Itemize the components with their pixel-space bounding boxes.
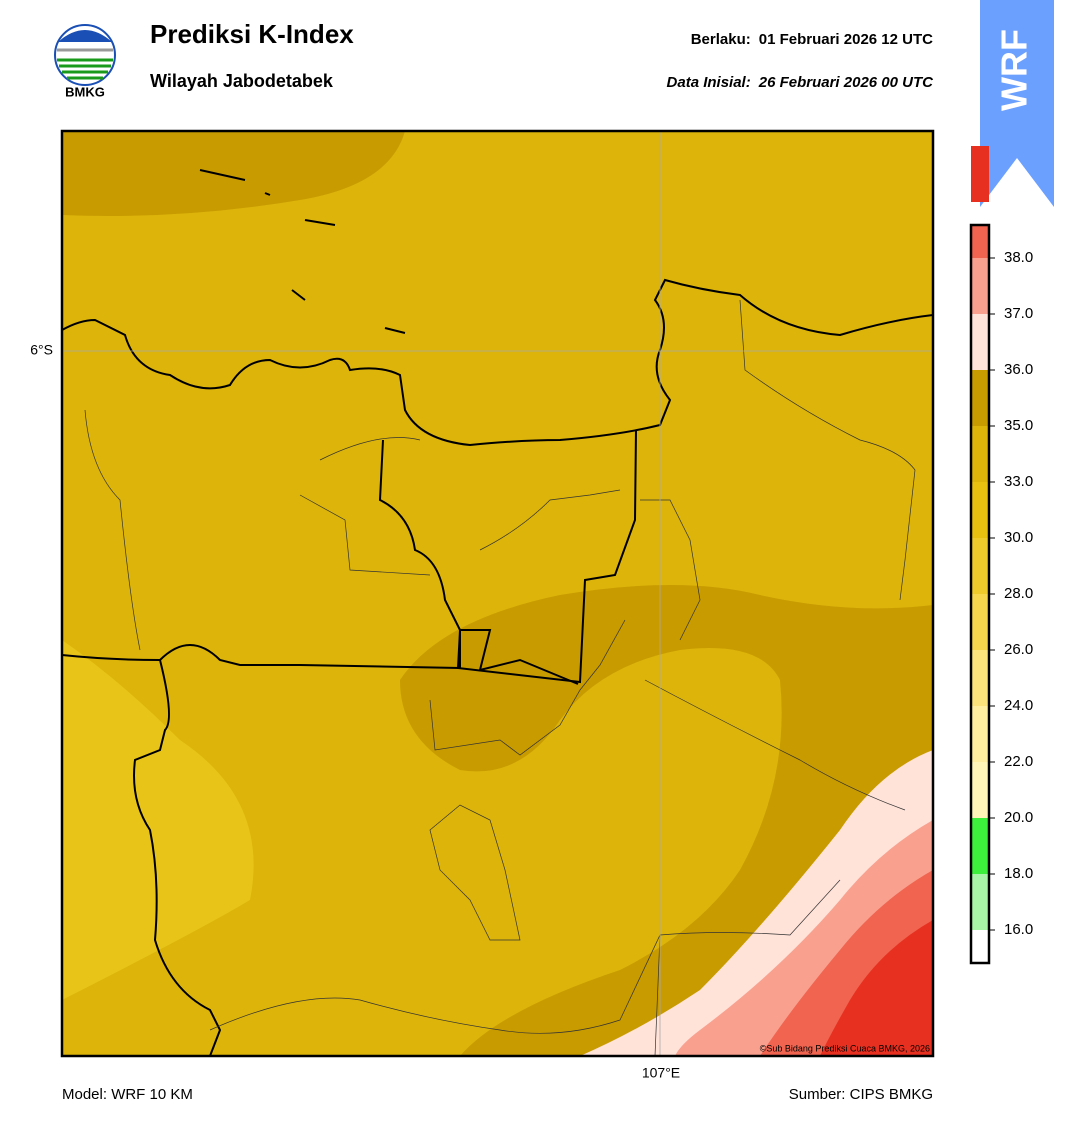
colorbar-tick-label: 24.0 [1004,697,1033,714]
colorbar-tick-label: 26.0 [1004,641,1033,658]
colorbar-segment [971,650,989,706]
badge-text: WRF [994,29,1035,111]
colorbar-segment [971,426,989,482]
init-time: 26 Februari 2026 00 UTC [758,74,934,91]
colorbar-segment [971,538,989,594]
colorbar-tick-label: 16.0 [1004,921,1033,938]
colorbar-segment [971,258,989,314]
logo: BMKG [54,24,116,99]
map-frame [60,129,935,1058]
colorbar-tick-label: 36.0 [1004,361,1033,378]
colorbar-tick-label: 33.0 [1004,473,1033,490]
colorbar-tick-label: 18.0 [1004,865,1033,882]
init-info: Data Inisial: 26 Februari 2026 00 UTC [667,74,935,91]
colorbar-tick-label: 38.0 [1004,249,1033,266]
colorbar-tick-label: 28.0 [1004,585,1033,602]
map [62,131,933,1056]
colorbar-segment [971,874,989,930]
credit: ©Sub Bidang Prediksi Cuaca BMKG, 2026 [760,1043,930,1053]
lon-label: 107°E [642,1065,680,1081]
init-label: Data Inisial: [667,74,751,91]
colorbar-segment [971,146,989,202]
badge [980,0,1054,207]
colorbar-segment [971,225,989,258]
colorbar-segment [971,594,989,650]
logo-text: BMKG [65,84,105,99]
valid-info: Berlaku: 01 Februari 2026 12 UTC [691,31,933,48]
colorbar-tick-label: 20.0 [1004,809,1033,826]
colorbar-segment [971,706,989,762]
colorbar-segment [971,818,989,874]
colorbar-segment [971,314,989,370]
colorbar-segment [971,370,989,426]
footer-model: Model: WRF 10 KM [62,1086,193,1103]
footer-source: Sumber: CIPS BMKG [789,1086,933,1103]
colorbar-segment [971,482,989,538]
colorbar-tick-label: 22.0 [1004,753,1033,770]
colorbar-tick-label: 30.0 [1004,529,1033,546]
colorbar-tick-label: 35.0 [1004,417,1033,434]
valid-label: Berlaku: [691,31,751,48]
colorbar: 16.0 18.0 20.0 22.0 24.0 26.0 28.0 30.0 33.0 35.0… [969,146,1033,965]
colorbar-segment [971,762,989,818]
title: Prediksi K-Index [150,19,354,49]
subtitle: Wilayah Jabodetabek [150,71,334,91]
valid-time: 01 Februari 2026 12 UTC [759,31,933,48]
colorbar-tick-label: 37.0 [1004,305,1033,322]
colorbar-segment [971,930,989,963]
lat-label: 6°S [30,342,53,358]
